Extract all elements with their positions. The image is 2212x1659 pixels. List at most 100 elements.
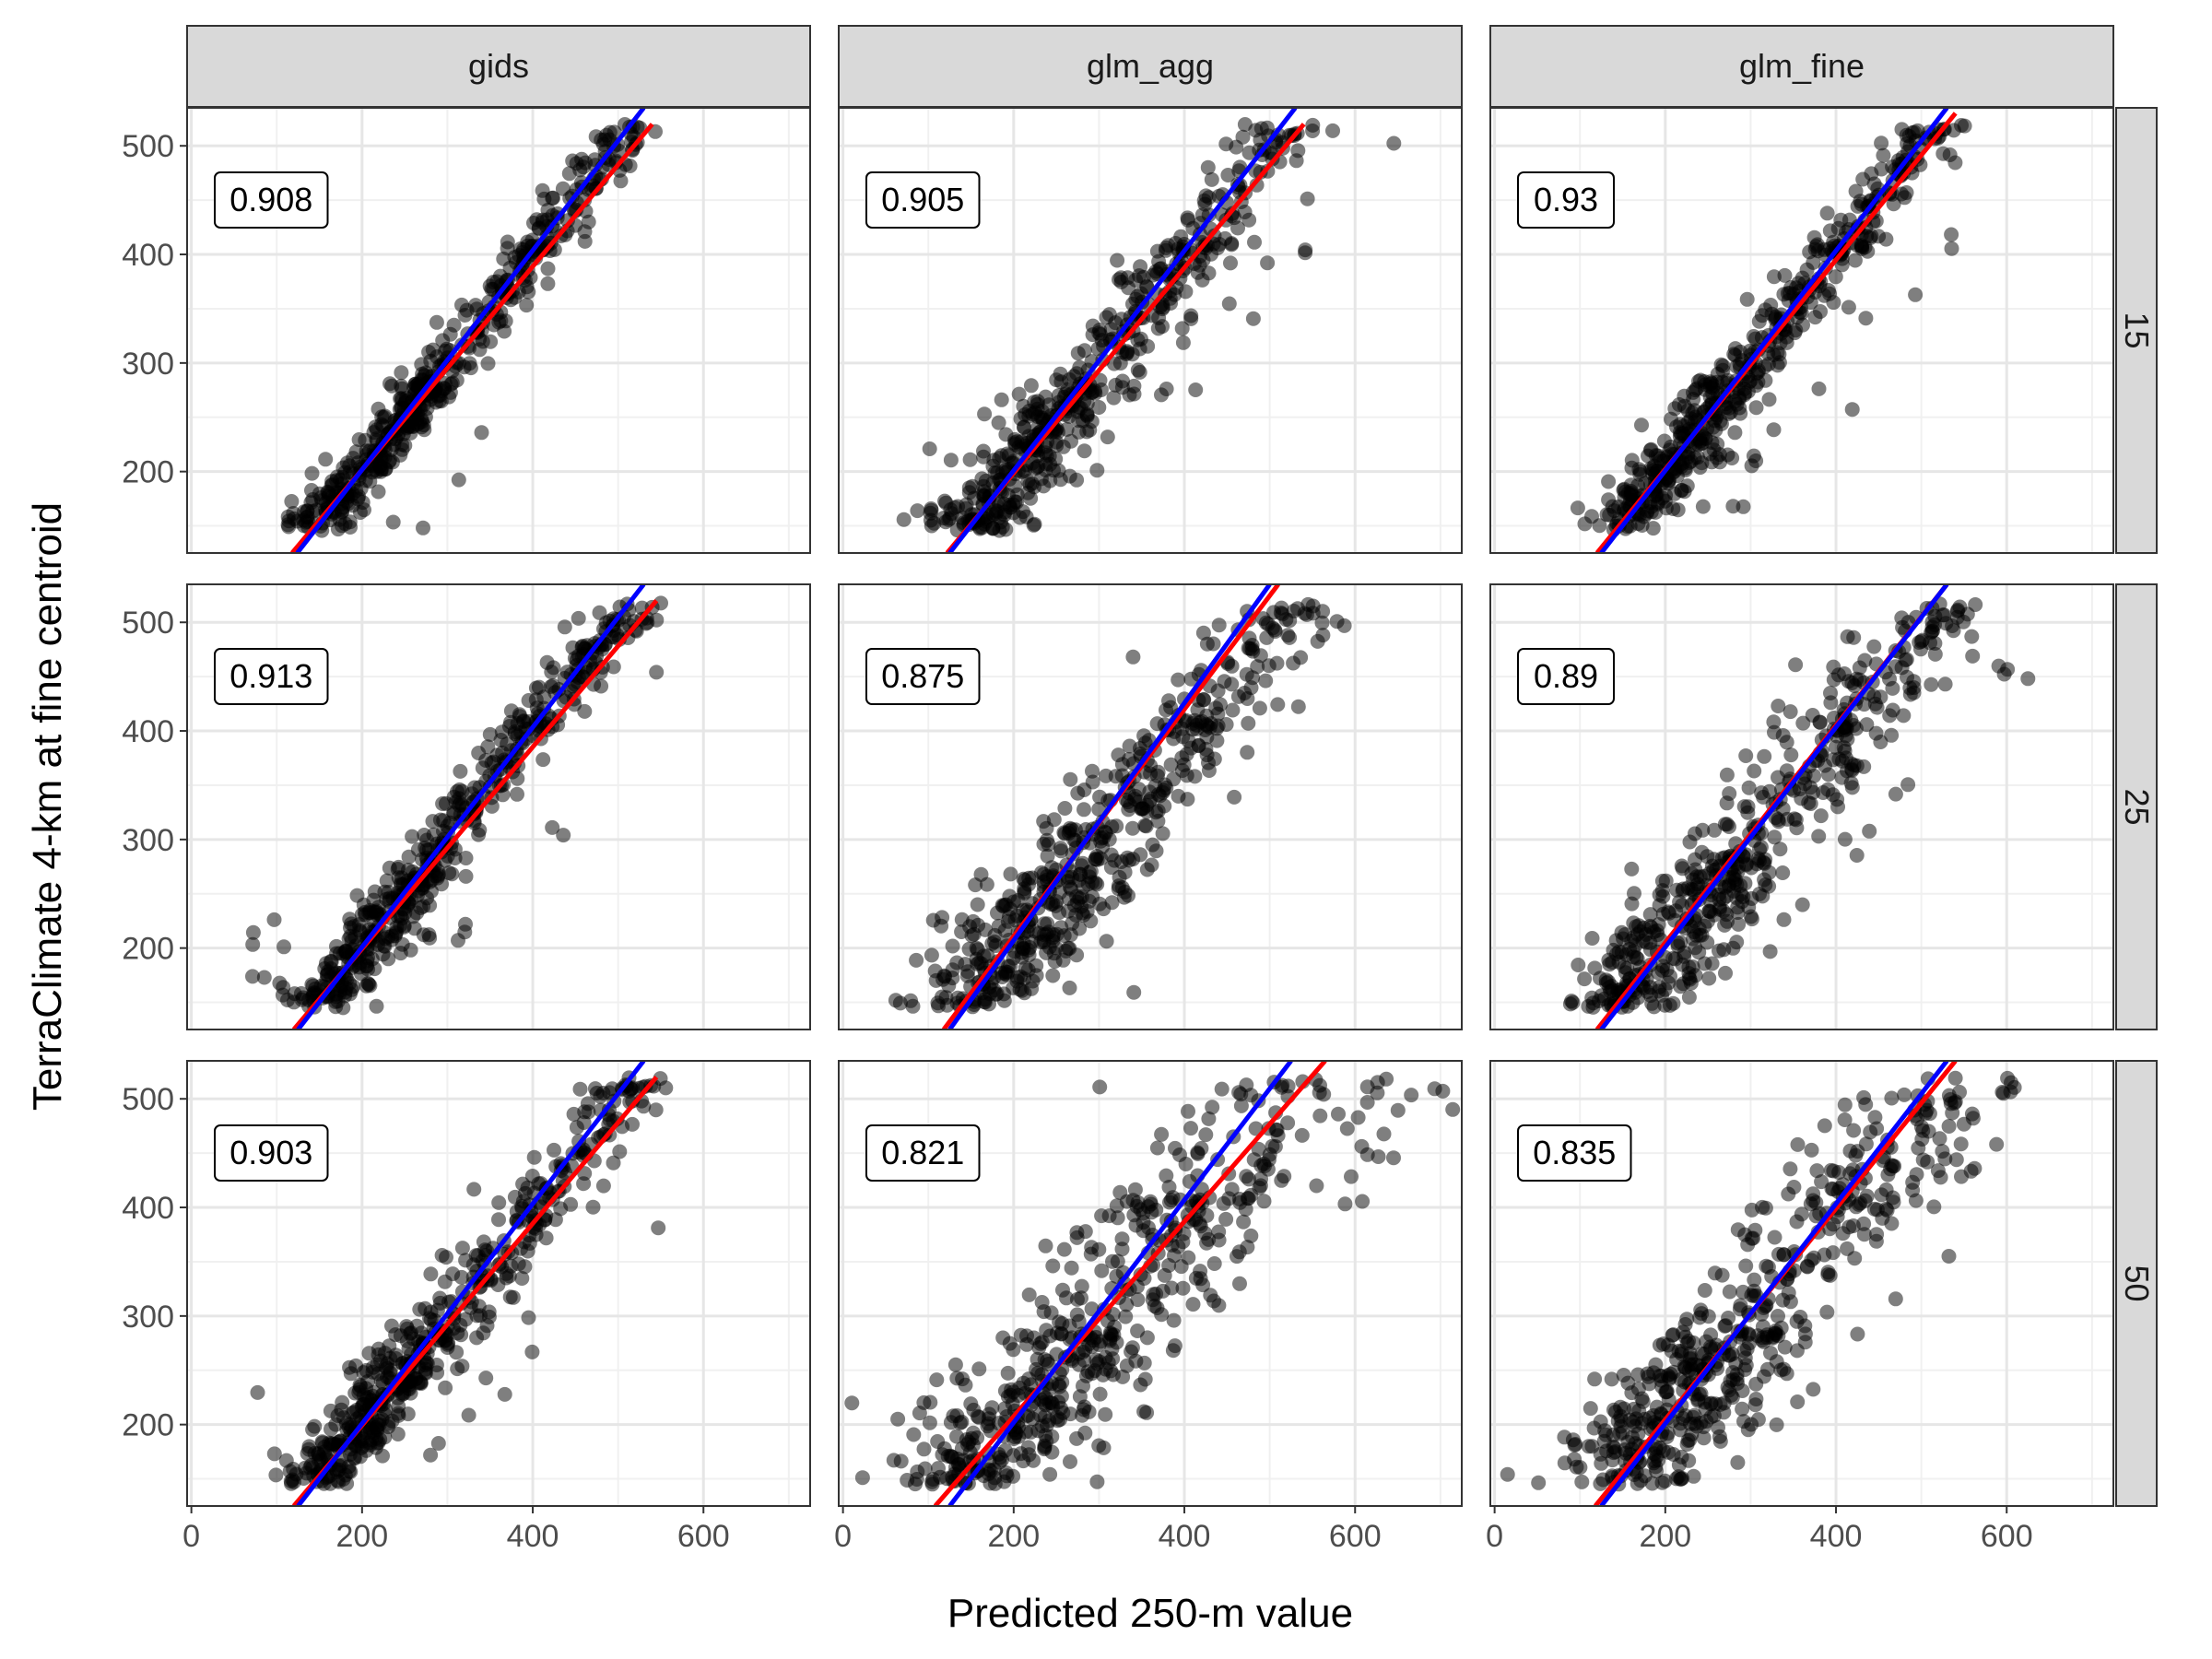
data-point xyxy=(1269,1123,1285,1137)
r-label-box xyxy=(865,648,981,705)
data-point xyxy=(1132,364,1147,380)
data-point xyxy=(1117,884,1133,900)
data-point xyxy=(1750,1412,1766,1428)
data-point xyxy=(245,936,261,952)
data-point xyxy=(1174,721,1190,736)
data-point xyxy=(373,464,389,479)
data-point xyxy=(1779,735,1794,750)
data-point xyxy=(1766,422,1782,438)
data-point xyxy=(1626,949,1641,965)
data-point xyxy=(444,866,460,882)
data-point xyxy=(359,978,374,994)
data-point xyxy=(1779,763,1794,779)
x-axis-title: Predicted 250-m value xyxy=(947,1591,1353,1636)
data-point xyxy=(1038,1238,1053,1253)
data-point xyxy=(1063,1453,1077,1469)
data-point xyxy=(951,1457,967,1472)
data-point xyxy=(1000,488,1016,503)
data-point xyxy=(1037,1441,1053,1457)
data-point xyxy=(977,406,993,422)
r-label-box xyxy=(865,1124,981,1182)
data-point xyxy=(1159,702,1173,718)
data-point xyxy=(1915,1152,1931,1168)
data-point xyxy=(1731,916,1747,932)
data-point xyxy=(1049,894,1065,910)
data-point xyxy=(1192,714,1207,730)
data-point xyxy=(1655,1336,1671,1352)
data-point xyxy=(1587,1371,1603,1387)
data-point xyxy=(1089,877,1105,892)
data-point xyxy=(524,1344,540,1359)
data-point xyxy=(935,1447,950,1463)
data-point xyxy=(367,1425,382,1441)
data-point xyxy=(1052,1379,1067,1394)
data-point xyxy=(245,969,260,984)
data-point xyxy=(394,378,409,394)
data-point xyxy=(1747,331,1763,347)
data-point xyxy=(561,166,577,182)
data-point xyxy=(1074,1278,1089,1294)
data-point xyxy=(1206,1256,1222,1271)
data-point xyxy=(1858,311,1874,326)
data-point xyxy=(1038,1390,1053,1406)
data-point xyxy=(1565,994,1581,1010)
data-point xyxy=(1002,500,1018,515)
data-point xyxy=(391,1406,406,1421)
data-point xyxy=(1908,1193,1924,1208)
data-point xyxy=(1601,492,1617,508)
data-point xyxy=(1686,392,1701,407)
data-point xyxy=(1617,1401,1632,1417)
data-point xyxy=(1673,979,1688,994)
data-point xyxy=(909,952,924,968)
data-point xyxy=(423,1447,439,1463)
data-point xyxy=(1781,1186,1796,1202)
data-point xyxy=(1783,1294,1798,1310)
data-point xyxy=(304,483,319,498)
data-point xyxy=(606,659,621,675)
panel-border xyxy=(838,1060,1463,1507)
data-point xyxy=(1000,1365,1016,1381)
data-point xyxy=(1847,253,1863,268)
data-point xyxy=(343,520,358,535)
data-point xyxy=(1775,865,1791,880)
data-point xyxy=(1081,1404,1097,1419)
data-point xyxy=(1223,255,1238,271)
data-point xyxy=(1876,147,1891,163)
data-point xyxy=(1149,243,1165,259)
data-point xyxy=(1721,1347,1736,1363)
data-point xyxy=(1823,1162,1839,1178)
data-point xyxy=(1956,1116,1971,1132)
data-point xyxy=(423,1266,439,1282)
data-point xyxy=(1739,291,1755,307)
data-point xyxy=(352,924,368,940)
data-point xyxy=(1884,1090,1900,1106)
data-point xyxy=(384,1318,399,1334)
reference-line xyxy=(1599,1061,1949,1506)
data-point xyxy=(535,752,551,768)
data-point xyxy=(361,1346,377,1361)
data-point xyxy=(976,443,991,459)
data-point xyxy=(1738,748,1754,763)
data-point xyxy=(1806,1250,1822,1265)
data-point xyxy=(1604,1371,1619,1387)
data-point xyxy=(1239,666,1254,682)
data-point xyxy=(1688,880,1704,896)
data-point xyxy=(1200,159,1216,175)
data-point xyxy=(1885,1190,1900,1206)
data-point xyxy=(1840,1241,1855,1256)
data-point xyxy=(955,1371,971,1387)
data-point xyxy=(609,628,625,642)
data-point xyxy=(1055,1282,1070,1298)
data-point xyxy=(585,1199,601,1215)
column-strip-label: gids xyxy=(468,47,529,85)
data-point xyxy=(971,1361,987,1377)
reference-line xyxy=(947,1061,1293,1506)
panel-border xyxy=(186,583,811,1030)
data-point xyxy=(280,993,295,1007)
data-point xyxy=(1740,799,1756,815)
data-point xyxy=(429,1365,445,1381)
data-point xyxy=(592,605,607,620)
data-point xyxy=(1089,463,1105,478)
data-point xyxy=(999,967,1015,982)
data-point xyxy=(625,1116,640,1132)
